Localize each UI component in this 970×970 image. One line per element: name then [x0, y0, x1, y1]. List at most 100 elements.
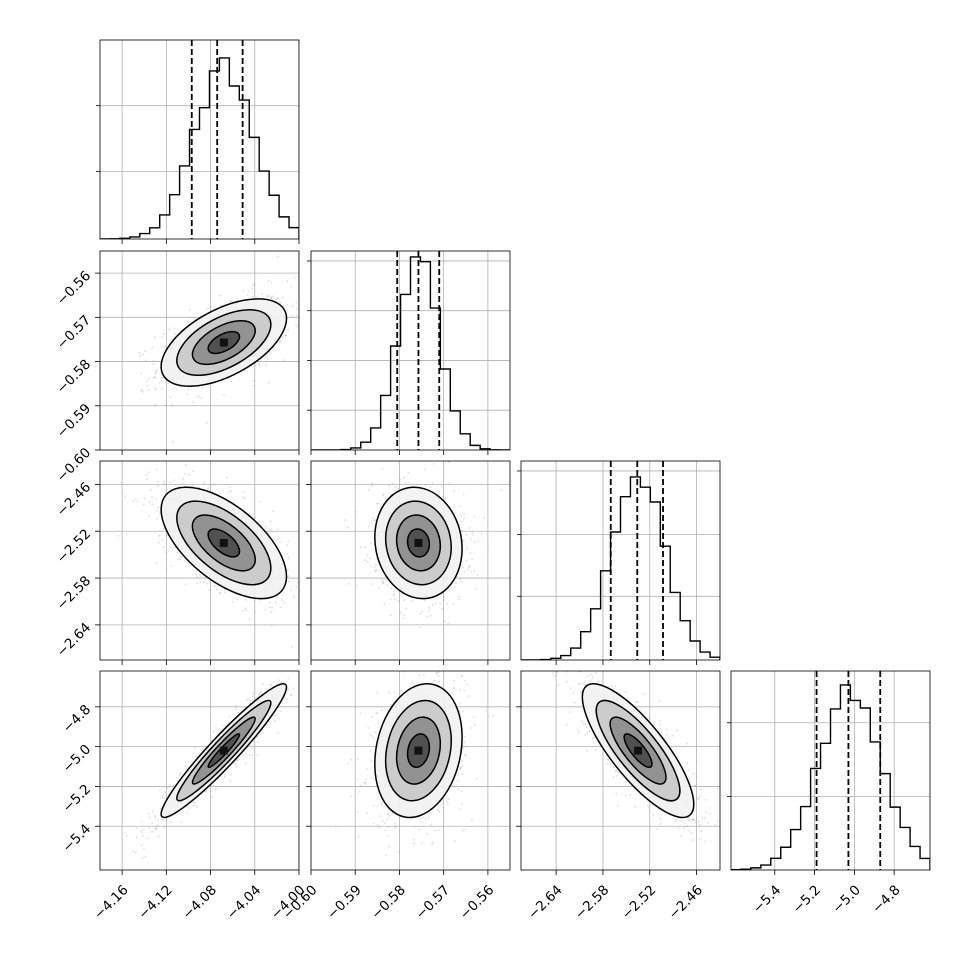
sample-point [293, 276, 296, 279]
sample-point [378, 586, 380, 589]
histogram-panel-1 [307, 250, 511, 455]
sample-point [467, 568, 470, 571]
sample-point [624, 794, 627, 797]
sample-point [152, 810, 154, 813]
sample-point [193, 746, 196, 749]
contour-level-3 [160, 298, 288, 387]
sample-point [458, 577, 461, 580]
sample-point [428, 610, 430, 612]
sample-point [457, 788, 459, 790]
sample-point [456, 773, 459, 776]
sample-point [388, 485, 390, 487]
sample-point [152, 376, 155, 379]
sample-point [458, 808, 461, 810]
sample-point [211, 796, 213, 799]
sample-point [165, 534, 168, 537]
sample-point [282, 359, 284, 361]
sample-point [163, 826, 166, 828]
sample-point [392, 593, 395, 595]
sample-point [368, 489, 370, 492]
sample-point [389, 598, 392, 601]
sample-point [364, 546, 367, 549]
sample-point [371, 484, 373, 487]
x-tick-label: −4.16 [91, 882, 132, 923]
sample-point [461, 530, 463, 532]
sample-point [282, 296, 284, 299]
sample-point [427, 816, 430, 819]
sample-point [189, 807, 192, 810]
sample-point [236, 598, 238, 601]
sample-point [358, 791, 360, 793]
sample-point [704, 817, 706, 820]
density-peak [414, 746, 423, 755]
contours [374, 682, 463, 819]
sample-point [183, 560, 186, 562]
sample-point [429, 486, 432, 489]
sample-point [309, 686, 311, 688]
sample-point [295, 665, 297, 667]
sample-point [229, 300, 232, 303]
sample-point [413, 838, 415, 841]
sample-point [223, 775, 226, 778]
sample-point [446, 602, 448, 605]
sample-point [397, 693, 400, 695]
sample-point [459, 505, 462, 508]
sample-point [470, 727, 473, 729]
sample-point [147, 388, 150, 391]
sample-point [446, 803, 449, 806]
sample-point [477, 574, 479, 576]
sample-point [135, 827, 138, 830]
sample-point [306, 607, 308, 609]
sample-point [300, 296, 302, 298]
sample-point [147, 471, 150, 473]
sample-point [258, 695, 260, 697]
sample-point [153, 377, 156, 379]
sample-point [388, 814, 391, 817]
contours [160, 298, 288, 387]
sample-point [250, 287, 253, 290]
sample-point [438, 811, 441, 813]
sample-point [277, 732, 279, 734]
sample-point [606, 758, 609, 761]
sample-point [370, 760, 373, 762]
sample-point [461, 564, 464, 567]
sample-point [158, 789, 161, 792]
sample-point [467, 695, 470, 697]
sample-point [370, 521, 373, 524]
sample-point [335, 825, 337, 828]
sample-point [277, 679, 280, 681]
panel-content [100, 40, 299, 239]
sample-point [471, 818, 473, 821]
panel-frame [99, 670, 300, 871]
sample-point [201, 386, 204, 389]
y-tick-label: −2.64 [54, 620, 95, 661]
sample-point [141, 353, 144, 356]
sample-point [347, 526, 349, 529]
sample-point [182, 477, 185, 480]
sample-point [470, 571, 473, 573]
sample-point [161, 345, 164, 348]
sample-point [199, 581, 202, 583]
sample-point [473, 540, 476, 543]
sample-point [458, 689, 461, 691]
sample-point [384, 822, 387, 825]
sample-point [150, 830, 153, 833]
sample-point [373, 731, 376, 734]
sample-point [292, 662, 294, 664]
sample-point [466, 683, 469, 685]
sample-point [405, 482, 408, 484]
sample-point [198, 395, 201, 398]
sample-point [386, 818, 389, 821]
sample-point [465, 753, 467, 756]
sample-point [155, 498, 157, 500]
sample-point [235, 708, 237, 711]
sample-point [261, 683, 264, 686]
sample-point [416, 483, 418, 486]
sample-point [284, 334, 287, 337]
sample-point [265, 525, 267, 528]
panel-frame [520, 460, 721, 661]
sample-point [399, 611, 402, 614]
sample-point [267, 381, 270, 384]
sample-point [475, 587, 478, 590]
sample-point [420, 842, 423, 844]
